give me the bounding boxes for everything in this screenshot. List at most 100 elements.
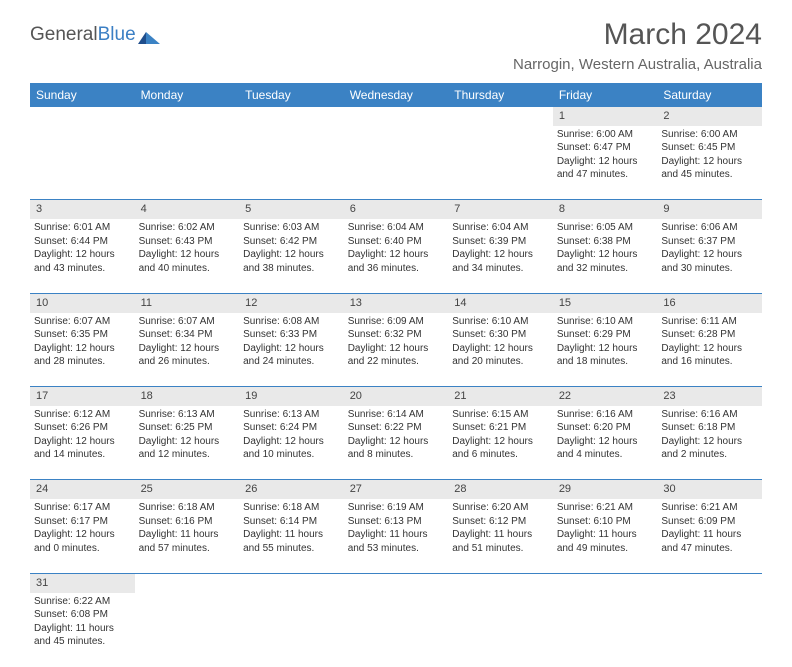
daylight-text: Daylight: 11 hours and 47 minutes. (661, 528, 758, 555)
sunrise-text: Sunrise: 6:16 AM (661, 408, 758, 422)
day-number-cell (344, 573, 449, 592)
sunrise-text: Sunrise: 6:04 AM (348, 221, 445, 235)
day-number-cell: 1 (553, 107, 658, 126)
daylight-text: Daylight: 12 hours and 36 minutes. (348, 248, 445, 275)
daylight-text: Daylight: 12 hours and 30 minutes. (661, 248, 758, 275)
day-content-row: Sunrise: 6:01 AMSunset: 6:44 PMDaylight:… (30, 219, 762, 293)
sunrise-text: Sunrise: 6:18 AM (243, 501, 340, 515)
daylight-text: Daylight: 12 hours and 0 minutes. (34, 528, 131, 555)
daylight-text: Daylight: 12 hours and 32 minutes. (557, 248, 654, 275)
weekday-header: Tuesday (239, 83, 344, 107)
day-number-cell: 4 (135, 200, 240, 219)
day-cell: Sunrise: 6:00 AMSunset: 6:47 PMDaylight:… (553, 126, 658, 200)
day-cell: Sunrise: 6:20 AMSunset: 6:12 PMDaylight:… (448, 499, 553, 573)
weekday-header: Thursday (448, 83, 553, 107)
weekday-header: Sunday (30, 83, 135, 107)
day-number-cell: 29 (553, 480, 658, 499)
sunset-text: Sunset: 6:22 PM (348, 421, 445, 435)
day-number-cell: 17 (30, 387, 135, 406)
day-number-row: 10111213141516 (30, 293, 762, 312)
day-cell: Sunrise: 6:15 AMSunset: 6:21 PMDaylight:… (448, 406, 553, 480)
day-cell: Sunrise: 6:02 AMSunset: 6:43 PMDaylight:… (135, 219, 240, 293)
day-number-cell: 16 (657, 293, 762, 312)
day-cell: Sunrise: 6:03 AMSunset: 6:42 PMDaylight:… (239, 219, 344, 293)
day-cell (657, 593, 762, 667)
day-number-cell (448, 573, 553, 592)
sunrise-text: Sunrise: 6:03 AM (243, 221, 340, 235)
day-number-cell (239, 107, 344, 126)
sunset-text: Sunset: 6:14 PM (243, 515, 340, 529)
daylight-text: Daylight: 12 hours and 6 minutes. (452, 435, 549, 462)
sunrise-text: Sunrise: 6:18 AM (139, 501, 236, 515)
day-cell: Sunrise: 6:10 AMSunset: 6:29 PMDaylight:… (553, 313, 658, 387)
brand-text-2: Blue (98, 24, 136, 46)
day-number-cell: 20 (344, 387, 449, 406)
sunrise-text: Sunrise: 6:13 AM (139, 408, 236, 422)
daylight-text: Daylight: 12 hours and 8 minutes. (348, 435, 445, 462)
daylight-text: Daylight: 12 hours and 2 minutes. (661, 435, 758, 462)
day-cell (344, 593, 449, 667)
sunset-text: Sunset: 6:37 PM (661, 235, 758, 249)
day-cell: Sunrise: 6:22 AMSunset: 6:08 PMDaylight:… (30, 593, 135, 667)
day-number-cell: 31 (30, 573, 135, 592)
day-cell: Sunrise: 6:14 AMSunset: 6:22 PMDaylight:… (344, 406, 449, 480)
day-number-cell: 2 (657, 107, 762, 126)
day-content-row: Sunrise: 6:07 AMSunset: 6:35 PMDaylight:… (30, 313, 762, 387)
location-subtitle: Narrogin, Western Australia, Australia (513, 56, 762, 73)
daylight-text: Daylight: 11 hours and 49 minutes. (557, 528, 654, 555)
day-number-cell: 8 (553, 200, 658, 219)
day-cell: Sunrise: 6:11 AMSunset: 6:28 PMDaylight:… (657, 313, 762, 387)
day-cell: Sunrise: 6:07 AMSunset: 6:35 PMDaylight:… (30, 313, 135, 387)
sunrise-text: Sunrise: 6:15 AM (452, 408, 549, 422)
sunrise-text: Sunrise: 6:07 AM (34, 315, 131, 329)
day-cell: Sunrise: 6:07 AMSunset: 6:34 PMDaylight:… (135, 313, 240, 387)
sunrise-text: Sunrise: 6:21 AM (557, 501, 654, 515)
day-number-row: 12 (30, 107, 762, 126)
day-number-cell (657, 573, 762, 592)
sunrise-text: Sunrise: 6:14 AM (348, 408, 445, 422)
sunset-text: Sunset: 6:30 PM (452, 328, 549, 342)
sunset-text: Sunset: 6:13 PM (348, 515, 445, 529)
day-cell: Sunrise: 6:10 AMSunset: 6:30 PMDaylight:… (448, 313, 553, 387)
sunset-text: Sunset: 6:32 PM (348, 328, 445, 342)
sunrise-text: Sunrise: 6:13 AM (243, 408, 340, 422)
day-cell (239, 126, 344, 200)
day-cell (135, 593, 240, 667)
sunset-text: Sunset: 6:47 PM (557, 141, 654, 155)
sunrise-text: Sunrise: 6:21 AM (661, 501, 758, 515)
daylight-text: Daylight: 12 hours and 40 minutes. (139, 248, 236, 275)
day-cell: Sunrise: 6:19 AMSunset: 6:13 PMDaylight:… (344, 499, 449, 573)
sunrise-text: Sunrise: 6:04 AM (452, 221, 549, 235)
sunset-text: Sunset: 6:24 PM (243, 421, 340, 435)
daylight-text: Daylight: 12 hours and 20 minutes. (452, 342, 549, 369)
day-cell: Sunrise: 6:06 AMSunset: 6:37 PMDaylight:… (657, 219, 762, 293)
sunset-text: Sunset: 6:17 PM (34, 515, 131, 529)
logo-mark-icon (138, 28, 160, 42)
daylight-text: Daylight: 12 hours and 16 minutes. (661, 342, 758, 369)
page-title: March 2024 (513, 18, 762, 52)
sunrise-text: Sunrise: 6:11 AM (661, 315, 758, 329)
day-content-row: Sunrise: 6:17 AMSunset: 6:17 PMDaylight:… (30, 499, 762, 573)
day-number-cell: 12 (239, 293, 344, 312)
sunset-text: Sunset: 6:20 PM (557, 421, 654, 435)
day-number-cell (135, 107, 240, 126)
daylight-text: Daylight: 12 hours and 28 minutes. (34, 342, 131, 369)
day-cell: Sunrise: 6:13 AMSunset: 6:25 PMDaylight:… (135, 406, 240, 480)
day-cell: Sunrise: 6:17 AMSunset: 6:17 PMDaylight:… (30, 499, 135, 573)
sunrise-text: Sunrise: 6:22 AM (34, 595, 131, 609)
day-number-cell (239, 573, 344, 592)
sunset-text: Sunset: 6:33 PM (243, 328, 340, 342)
day-cell: Sunrise: 6:04 AMSunset: 6:39 PMDaylight:… (448, 219, 553, 293)
day-number-cell (30, 107, 135, 126)
day-number-cell: 18 (135, 387, 240, 406)
sunset-text: Sunset: 6:45 PM (661, 141, 758, 155)
daylight-text: Daylight: 11 hours and 45 minutes. (34, 622, 131, 649)
day-content-row: Sunrise: 6:12 AMSunset: 6:26 PMDaylight:… (30, 406, 762, 480)
day-number-cell: 24 (30, 480, 135, 499)
day-number-cell (448, 107, 553, 126)
sunrise-text: Sunrise: 6:01 AM (34, 221, 131, 235)
sunset-text: Sunset: 6:34 PM (139, 328, 236, 342)
day-cell (553, 593, 658, 667)
brand-text-1: General (30, 24, 98, 46)
sunset-text: Sunset: 6:25 PM (139, 421, 236, 435)
